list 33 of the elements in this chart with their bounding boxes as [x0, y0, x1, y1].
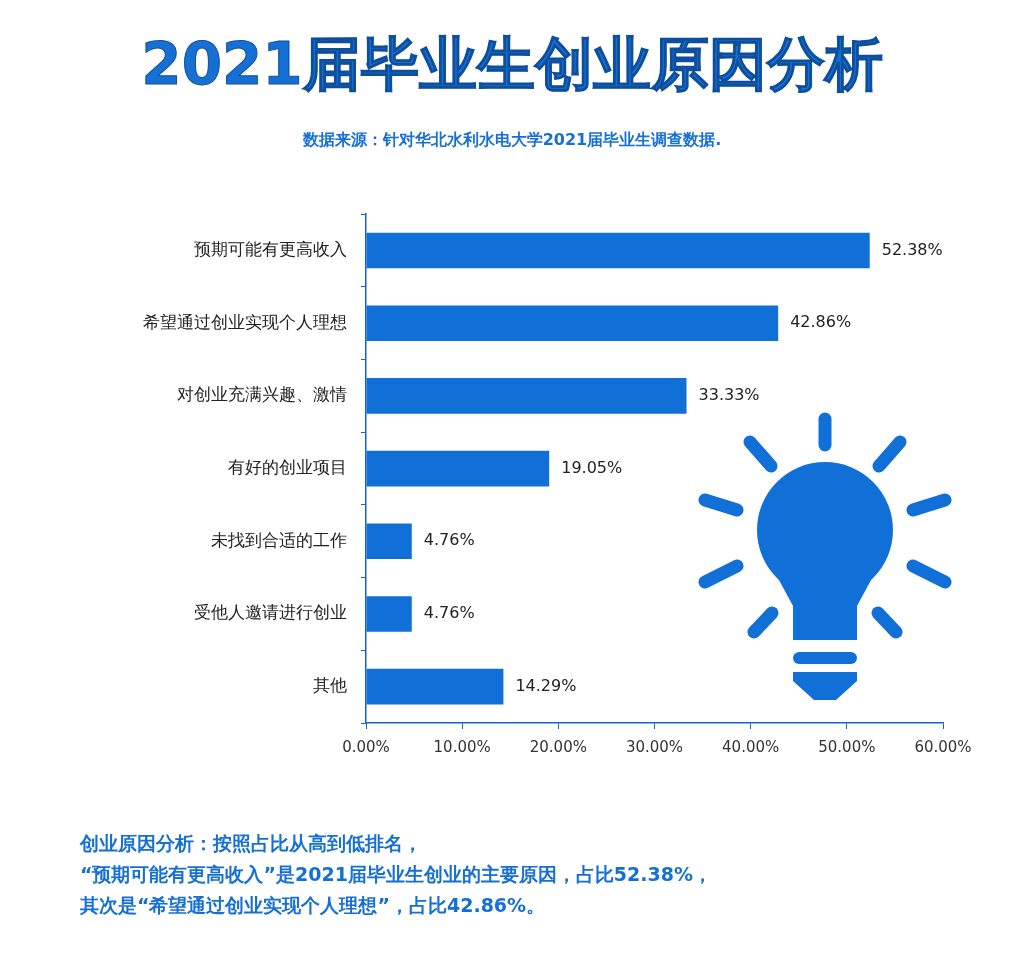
data-label: 4.76%	[423, 603, 475, 623]
chart-title: 2021届毕业生创业原因分析	[140, 29, 884, 100]
x-tick-label: 60.00%	[914, 737, 972, 756]
data-label: 33.33%	[698, 385, 760, 405]
x-tick-label: 10.00%	[433, 737, 491, 756]
bar	[366, 232, 870, 269]
bar	[366, 523, 412, 560]
x-tick-label: 40.00%	[722, 737, 780, 756]
text: 创业原因分析：按照占比从高到低排名，	[80, 831, 423, 856]
x-tick-label: 30.00%	[625, 737, 684, 756]
data-label: 52.38%	[881, 239, 943, 259]
y-tick-label: 预期可能有更高收入	[194, 238, 347, 259]
data-label: 14.29%	[515, 675, 577, 695]
data-label: 19.05%	[561, 457, 623, 477]
x-tick-label: 20.00%	[529, 737, 587, 756]
data-label: 42.86%	[790, 312, 852, 332]
bar	[366, 450, 550, 487]
data-label: 4.76%	[423, 530, 475, 550]
text: 其次是“希望通过创业实现个人理想”，占比42.86%。	[80, 893, 547, 918]
x-tick-label: 0.00%	[342, 737, 390, 756]
bar	[366, 596, 412, 632]
y-tick-label: 其他	[313, 675, 347, 696]
bar	[366, 668, 504, 705]
chart-subtitle: 数据来源：针对华北水利水电大学2021届毕业生调查数据.	[301, 129, 723, 151]
y-tick-label: 希望通过创业实现个人理想	[143, 311, 347, 332]
x-tick-label: 50.00%	[818, 737, 876, 756]
y-tick-label: 有好的创业项目	[228, 457, 347, 478]
y-tick-label: 未找到合适的工作	[211, 529, 347, 550]
text: “预期可能有更高收入”是2021届毕业生创业的主要原因，占比52.38%，	[80, 862, 713, 887]
y-tick-label: 受他人邀请进行创业	[194, 602, 347, 623]
bar	[366, 305, 779, 342]
y-tick-label: 对创业充满兴趣、激情	[177, 384, 347, 405]
bar	[366, 378, 687, 414]
